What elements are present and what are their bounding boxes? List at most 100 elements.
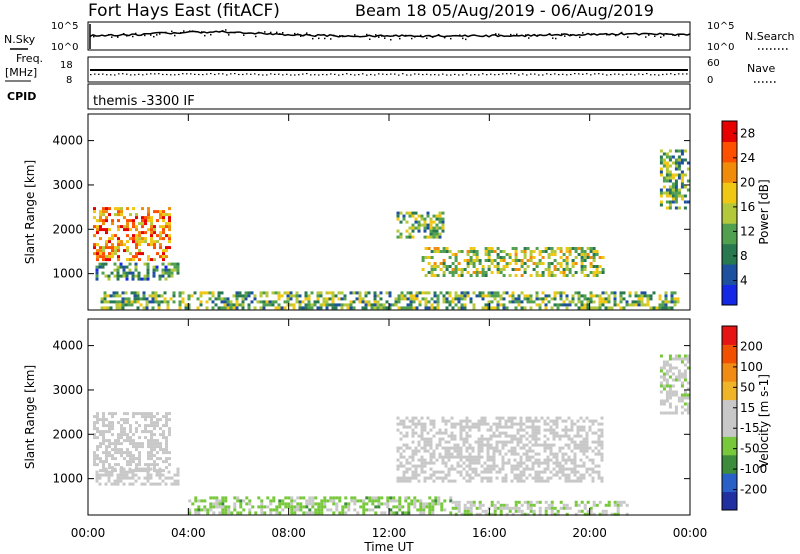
velocity-cell xyxy=(422,508,426,512)
velocity-cell xyxy=(600,428,604,432)
velocity-cell xyxy=(399,431,403,435)
power-cell xyxy=(565,274,569,277)
power-cell xyxy=(352,306,356,310)
velocity-cell xyxy=(659,390,663,394)
power-cell xyxy=(680,158,684,162)
power-cell xyxy=(157,294,161,298)
nave-point xyxy=(258,74,260,76)
velocity-cell xyxy=(444,452,448,456)
velocity-cell xyxy=(396,476,400,480)
power-cell xyxy=(161,271,165,275)
power-cell xyxy=(262,300,266,304)
power-cell xyxy=(574,247,578,250)
velocity-cell xyxy=(465,422,469,426)
power-cell xyxy=(123,249,126,253)
velocity-cell xyxy=(478,500,482,504)
power-cell xyxy=(487,265,491,268)
power-cell xyxy=(156,240,159,244)
power-cell xyxy=(490,294,494,298)
power-cell xyxy=(319,303,323,307)
velocity-cell xyxy=(398,502,402,506)
power-cell xyxy=(187,294,191,298)
velocity-cell xyxy=(513,467,517,471)
colorbar-swatch xyxy=(722,182,737,204)
velocity-cell xyxy=(459,473,463,477)
power-cell xyxy=(668,158,672,162)
power-cell xyxy=(211,306,215,310)
power-cell xyxy=(589,306,593,310)
power-cell xyxy=(526,265,530,268)
velocity-cell xyxy=(444,446,448,450)
velocity-cell xyxy=(683,369,687,373)
power-cell xyxy=(397,300,401,304)
velocity-cell xyxy=(516,431,520,435)
power-cell xyxy=(173,265,177,269)
nsearch-point xyxy=(450,37,452,40)
velocity-data xyxy=(93,354,690,516)
velocity-cell xyxy=(153,454,156,458)
power-cell xyxy=(121,297,125,301)
velocity-cell xyxy=(153,415,156,419)
power-cell xyxy=(429,229,433,233)
velocity-cell xyxy=(420,422,424,426)
velocity-cell xyxy=(150,415,153,419)
power-cell xyxy=(95,274,99,278)
power-cell xyxy=(409,294,413,298)
power-cell xyxy=(139,303,143,307)
power-cell xyxy=(423,235,427,239)
velocity-cell xyxy=(314,508,318,512)
power-cell xyxy=(114,213,117,217)
power-cell xyxy=(289,291,293,295)
nsearch-point xyxy=(153,35,155,38)
velocity-cell xyxy=(119,479,123,483)
power-cell xyxy=(484,247,488,250)
velocity-cell xyxy=(419,508,423,512)
power-cell xyxy=(637,300,641,304)
velocity-cell xyxy=(302,511,306,515)
velocity-cell xyxy=(396,446,400,450)
velocity-cell xyxy=(392,511,396,515)
power-cell xyxy=(427,247,431,250)
velocity-cell xyxy=(558,467,562,471)
velocity-cell xyxy=(516,479,520,483)
velocity-cell xyxy=(423,449,427,453)
power-cell xyxy=(565,262,569,265)
power-cell xyxy=(388,303,392,307)
velocity-cell xyxy=(138,457,141,461)
nave-point xyxy=(186,73,188,75)
velocity-cell xyxy=(665,378,669,382)
velocity-cell xyxy=(125,476,129,480)
power-cell xyxy=(583,253,587,256)
velocity-cell xyxy=(341,511,345,515)
velocity-cell xyxy=(477,473,481,477)
velocity-cell xyxy=(671,366,675,370)
power-cell xyxy=(150,234,153,238)
velocity-cell xyxy=(147,457,150,461)
velocity-cell xyxy=(534,419,538,423)
velocity-cell xyxy=(417,458,421,462)
power-cell xyxy=(577,291,581,295)
power-cell xyxy=(128,271,132,275)
power-cell xyxy=(253,297,257,301)
velocity-cell xyxy=(165,415,168,419)
nave-tick-bottom: 0 xyxy=(707,75,713,86)
velocity-cell xyxy=(110,482,114,486)
power-cell xyxy=(247,294,251,298)
power-cell xyxy=(147,255,150,259)
velocity-cell xyxy=(438,437,442,441)
power-cell xyxy=(397,294,401,298)
velocity-cell xyxy=(413,502,417,506)
nave-point xyxy=(490,73,492,75)
power-cell xyxy=(105,207,108,211)
nave-point xyxy=(266,74,268,76)
power-cell xyxy=(580,300,584,304)
power-cell xyxy=(99,210,102,214)
power-cell xyxy=(475,274,479,277)
power-cell xyxy=(659,203,663,207)
power-cell xyxy=(274,291,278,295)
power-cell xyxy=(144,216,147,220)
nsearch-point xyxy=(645,36,647,38)
power-cell xyxy=(463,303,467,307)
power-cell xyxy=(159,213,162,217)
power-cell xyxy=(165,234,168,238)
